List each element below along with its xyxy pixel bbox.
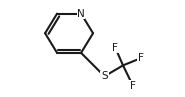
Text: F: F	[137, 53, 143, 63]
Text: N: N	[77, 9, 85, 19]
Text: F: F	[130, 81, 136, 91]
Text: F: F	[112, 43, 118, 53]
Text: S: S	[101, 71, 108, 81]
